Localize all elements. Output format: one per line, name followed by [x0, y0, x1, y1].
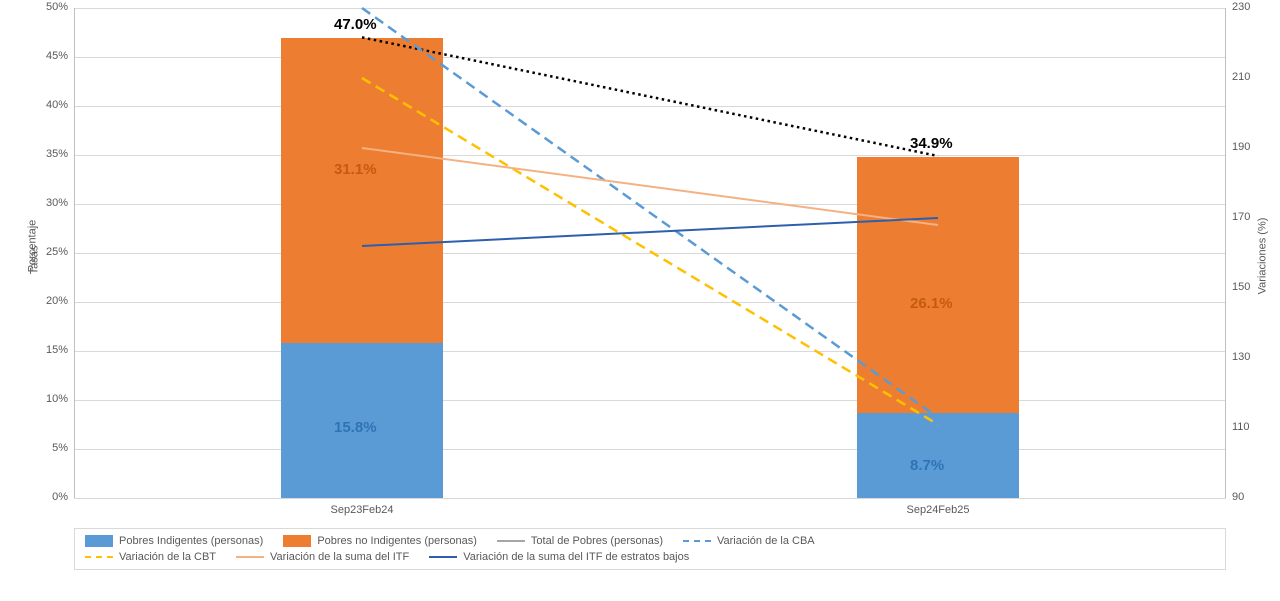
- data-label-indigentes: 15.8%: [334, 419, 377, 436]
- right-tick-label: 90: [1232, 491, 1266, 503]
- legend-variacion-itf-estratos-label: Variación de la suma del ITF de estratos…: [463, 551, 689, 563]
- data-label-indigentes: 8.7%: [910, 457, 944, 474]
- legend-variacion-itf: Variación de la suma del ITF: [236, 551, 409, 563]
- left-tick-label: 30%: [34, 197, 68, 209]
- left-tick-label: 15%: [34, 344, 68, 356]
- left-tick-label: 10%: [34, 393, 68, 405]
- right-tick-label: 230: [1232, 1, 1266, 13]
- legend-variacion-cba-label: Variación de la CBA: [717, 535, 815, 547]
- legend-pobres-no-indigentes: Pobres no Indigentes (personas): [283, 535, 477, 547]
- left-tick-label: 0%: [34, 491, 68, 503]
- right-tick-label: 170: [1232, 211, 1266, 223]
- line-layer: [74, 8, 1226, 498]
- data-label-no-indigentes: 26.1%: [910, 295, 953, 312]
- left-tick-label: 20%: [34, 295, 68, 307]
- right-tick-label: 110: [1232, 421, 1266, 433]
- legend-variacion-cba: Variación de la CBA: [683, 535, 815, 547]
- legend-pobres-indigentes: Pobres Indigentes (personas): [85, 535, 263, 547]
- data-label-total: 34.9%: [910, 135, 953, 152]
- left-tick-label: 35%: [34, 148, 68, 160]
- legend-pobres-no-indigentes-label: Pobres no Indigentes (personas): [317, 535, 477, 547]
- legend-variacion-itf-estratos: Variación de la suma del ITF de estratos…: [429, 551, 689, 563]
- left-tick-label: 40%: [34, 99, 68, 111]
- gridline: [74, 498, 1226, 499]
- plot-area: [74, 8, 1226, 498]
- legend-variacion-cbt: Variación de la CBT: [85, 551, 216, 563]
- legend-total-pobres-label: Total de Pobres (personas): [531, 535, 663, 547]
- left-tick-label: 45%: [34, 50, 68, 62]
- line-variacion-itf-estratos-bajos: [362, 218, 938, 246]
- line-total-pobres: [362, 37, 938, 156]
- chart-root: Porcentaje Tasas Variaciones (%) Pobres …: [0, 0, 1280, 601]
- category-label: Sep23Feb24: [302, 504, 422, 516]
- legend-variacion-cbt-label: Variación de la CBT: [119, 551, 216, 563]
- left-tick-label: 50%: [34, 1, 68, 13]
- legend-pobres-indigentes-label: Pobres Indigentes (personas): [119, 535, 263, 547]
- legend-variacion-itf-label: Variación de la suma del ITF: [270, 551, 409, 563]
- right-tick-label: 130: [1232, 351, 1266, 363]
- line-variacion-cbt: [362, 78, 938, 425]
- data-label-total: 47.0%: [334, 16, 377, 33]
- data-label-no-indigentes: 31.1%: [334, 161, 377, 178]
- right-tick-label: 190: [1232, 141, 1266, 153]
- left-tick-label: 25%: [34, 246, 68, 258]
- category-label: Sep24Feb25: [878, 504, 998, 516]
- legend: Pobres Indigentes (personas) Pobres no In…: [74, 528, 1226, 570]
- right-tick-label: 150: [1232, 281, 1266, 293]
- right-tick-label: 210: [1232, 71, 1266, 83]
- left-tick-label: 5%: [34, 442, 68, 454]
- legend-total-pobres: Total de Pobres (personas): [497, 535, 663, 547]
